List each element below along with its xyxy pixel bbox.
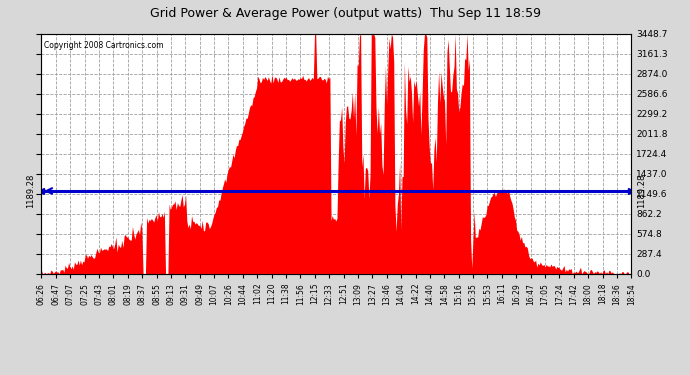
Text: Copyright 2008 Cartronics.com: Copyright 2008 Cartronics.com	[44, 41, 164, 50]
Text: Grid Power & Average Power (output watts)  Thu Sep 11 18:59: Grid Power & Average Power (output watts…	[150, 8, 540, 21]
Text: 1189.28: 1189.28	[26, 174, 35, 208]
Text: 1189.28: 1189.28	[638, 174, 647, 208]
